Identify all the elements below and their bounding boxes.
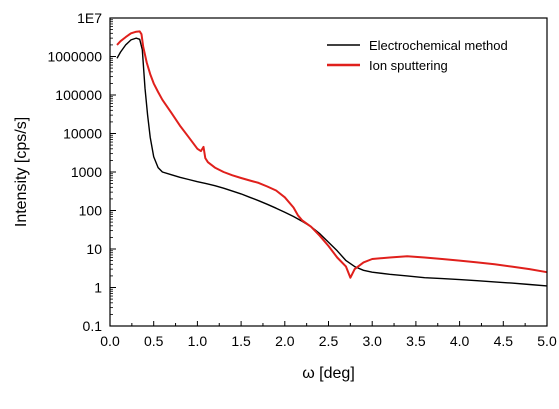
x-tick-label: 3.5 xyxy=(406,333,426,349)
y-tick-label: 10 xyxy=(86,241,102,257)
x-tick-label: 0.0 xyxy=(100,333,120,349)
x-tick-label: 3.0 xyxy=(362,333,382,349)
y-tick-label: 1000000 xyxy=(47,49,102,65)
x-axis: 0.0 0.5 1.0 1.5 2.0 2.5 3.0 3.5 4.0 4.5 5.0 xyxy=(100,321,557,349)
legend: Electrochemical method Ion sputtering xyxy=(327,38,508,73)
y-axis-title: Intensity [cps/s] xyxy=(13,117,30,227)
y-tick-label: 1 xyxy=(94,280,102,296)
y-tick-label: 0.1 xyxy=(83,318,103,334)
y-tick-label: 100 xyxy=(79,203,103,219)
legend-label: Ion sputtering xyxy=(369,58,448,73)
y-tick-label: 100000 xyxy=(55,87,102,103)
y-tick-label: 10000 xyxy=(63,126,102,142)
x-tick-label: 2.5 xyxy=(319,333,339,349)
x-tick-label: 2.0 xyxy=(275,333,295,349)
y-tick-label: 1E7 xyxy=(77,10,102,26)
series-layer xyxy=(116,30,548,287)
legend-label: Electrochemical method xyxy=(369,38,508,53)
plot-area xyxy=(110,18,547,326)
series-line-2 xyxy=(116,30,548,279)
x-tick-label: 0.5 xyxy=(144,333,164,349)
x-tick-label: 4.5 xyxy=(494,333,514,349)
x-tick-label: 1.0 xyxy=(188,333,208,349)
y-tick-label: 1000 xyxy=(71,164,102,180)
y-axis: 0.1 1 10 100 1000 10000 100000 1000000 1E7 xyxy=(47,10,116,334)
x-tick-label: 5.0 xyxy=(537,333,557,349)
x-axis-title: ω [deg] xyxy=(302,365,355,382)
series-line-1 xyxy=(116,37,548,287)
x-tick-label: 4.0 xyxy=(450,333,470,349)
x-tick-label: 1.5 xyxy=(231,333,251,349)
